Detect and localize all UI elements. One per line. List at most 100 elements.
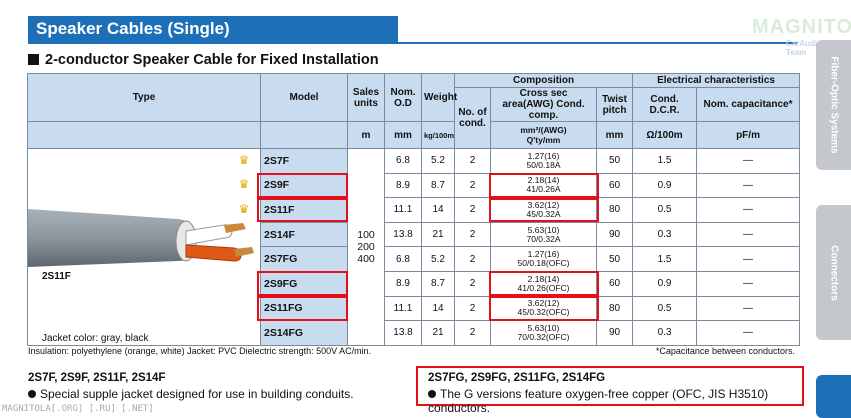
sales-unit-value: 200: [357, 240, 375, 253]
units-type: [27, 121, 261, 149]
cross-sec-area: 5.63(10): [527, 322, 560, 333]
side-tab-connectors-label: Connectors: [828, 244, 839, 301]
weight-cell: 5.2: [421, 148, 455, 174]
sub-title: 2-conductor Speaker Cable for Fixed Inst…: [28, 52, 379, 68]
header-electrical: Electrical characteristics: [632, 73, 801, 88]
header-nom-od: Nom. O.D: [384, 73, 422, 122]
table-row: 2S11F Jacket color: gray, black 2S7F 100 200…: [27, 148, 801, 346]
units-sales: m: [347, 121, 385, 149]
table-row: 2S11FG 11.1 14 2 3.62(12) 45/0.32(OFC) 80 0.5—: [28, 295, 801, 322]
logo: MAGNITOLA CarAudio Team: [752, 14, 851, 57]
cond-cell: 2: [454, 246, 491, 272]
cond-comp: 50/0.18(OFC): [517, 258, 570, 269]
cap-cell: —: [696, 221, 801, 248]
cable-label: 2S11F: [42, 271, 71, 282]
cable-illustration: [28, 209, 254, 267]
watermark: MAGNITOLA[.ORG] [.RU] [.NET]: [2, 404, 154, 414]
dcr-cell: 0.3: [632, 320, 698, 346]
twist-cell: 60: [595, 270, 634, 297]
cable-image-cell: 2S11F Jacket color: gray, black: [27, 148, 261, 346]
units-cross-sec-1: mm²/(AWG): [520, 125, 567, 135]
od-cell: 6.8: [384, 246, 422, 272]
model-cell: 2S14FG: [260, 320, 348, 346]
sales-unit-value: 100: [357, 228, 375, 241]
cond-cell: 2: [454, 197, 491, 223]
footer-right-desc: The G versions feature oxygen-free coppe…: [428, 387, 769, 415]
od-cell: 8.9: [384, 270, 422, 297]
cross-sec-cell: 5.63(10) 70/0.32(OFC): [490, 320, 597, 346]
cross-sec-area: 1.27(16): [527, 249, 560, 260]
table-row: 2S14FG 13.8 21 2 5.63(10) 70/0.32(OFC) 90 0.3—: [28, 320, 801, 346]
model-name: 2S9F: [264, 179, 290, 192]
units-od: mm: [384, 121, 422, 149]
cross-sec-area: 1.27(16): [527, 150, 560, 161]
title-rule: [28, 42, 798, 44]
logo-text: MAGNITOLA: [752, 16, 851, 38]
cap-cell: —: [696, 295, 801, 322]
units-cap: pF/m: [696, 121, 801, 149]
units-weight: kg/100m: [421, 121, 455, 149]
cond-comp: 41/0.26(OFC): [517, 282, 570, 293]
table-row: 2S7FG 6.8 5.2 2 1.27(16) 50/0.18(OFC) 50 1.5—: [28, 246, 801, 272]
cross-sec-area: 3.62(12): [527, 199, 560, 210]
crown-icon: ♛: [238, 201, 250, 216]
units-twist: mm: [595, 121, 634, 149]
header-nom-cap: Nom. capacitance*: [696, 87, 801, 122]
twist-cell: 90: [595, 221, 634, 248]
side-tab-fiber-optic[interactable]: Fiber-Optic Systems: [816, 40, 851, 170]
units-cross-sec: mm²/(AWG) Q'ty/mm: [490, 121, 597, 149]
highlight-box-model: [256, 197, 348, 223]
footer-right-models: 2S7FG, 2S9FG, 2S11FG, 2S14FG: [428, 372, 606, 384]
bullet-icon: [28, 390, 36, 398]
cross-sec-cell: 5.63(10) 70/0.32A: [490, 221, 597, 248]
weight-cell: 21: [421, 320, 455, 346]
dcr-cell: 0.9: [632, 270, 698, 297]
sales-unit-value: 400: [357, 252, 375, 265]
cap-cell: —: [696, 320, 801, 346]
twist-cell: 80: [595, 295, 634, 322]
dcr-cell: 0.5: [632, 295, 698, 322]
model-cell: 2S7FG: [260, 246, 348, 272]
cond-cell: 2: [454, 295, 491, 322]
cond-cell: 2: [454, 148, 491, 174]
units-cross-sec-2: Q'ty/mm: [526, 135, 561, 145]
cap-cell: —: [696, 148, 801, 174]
cross-sec-cell: 2.18(14) 41/0.26A: [490, 172, 597, 199]
weight-cell: 21: [421, 221, 455, 248]
cond-comp: 70/0.32A: [526, 233, 561, 244]
model-cell: 2S7F: [260, 148, 348, 174]
cross-sec-area: 2.18(14): [527, 273, 560, 284]
side-tab-connectors[interactable]: Connectors: [816, 205, 851, 340]
header-cond-dcr: Cond. D.C.R.: [632, 87, 698, 122]
section-title-bar: Speaker Cables (Single): [28, 16, 398, 42]
model-name: 2S11FG: [264, 302, 303, 315]
header-weight: Weight: [421, 73, 457, 122]
model-name: 2S9FG: [264, 277, 298, 290]
spec-table: Type Model Sales units Nom. O.D Weight C…: [27, 73, 801, 346]
crown-icon: ♛: [238, 152, 250, 167]
cross-sec-area: 5.63(10): [527, 224, 560, 235]
cond-cell: 2: [454, 270, 491, 297]
footer-left: 2S7F, 2S9F, 2S11F, 2S14F Special supple …: [28, 372, 354, 401]
cap-cell: —: [696, 270, 801, 297]
square-bullet-icon: [28, 54, 39, 65]
note-right: *Capacitance between conductors.: [655, 346, 795, 356]
highlight-box-composition: [488, 271, 599, 297]
header-no-of-cond: No. of cond.: [454, 87, 491, 149]
weight-cell: 5.2: [421, 246, 455, 272]
header-cross-sec: Cross sec area(AWG) Cond. comp.: [490, 87, 597, 122]
units-dcr: Ω/100m: [632, 121, 698, 149]
model-cell: 2S9F: [260, 172, 348, 199]
od-cell: 13.8: [384, 221, 422, 248]
footer-right-desc-line: The G versions feature oxygen-free coppe…: [428, 387, 802, 415]
od-cell: 8.9: [384, 172, 422, 199]
footer-left-models: 2S7F, 2S9F, 2S11F, 2S14F: [28, 372, 166, 384]
footer-left-desc: Special supple jacket designed for use i…: [40, 387, 354, 401]
header-twist-pitch: Twist pitch: [595, 87, 634, 122]
model-name: 2S14F: [264, 228, 295, 241]
side-tab-speaker-cables[interactable]: [816, 375, 851, 418]
weight-cell: 8.7: [421, 270, 455, 297]
highlight-box-model: [256, 173, 348, 198]
od-cell: 11.1: [384, 197, 422, 223]
highlight-box-composition: [488, 173, 599, 198]
